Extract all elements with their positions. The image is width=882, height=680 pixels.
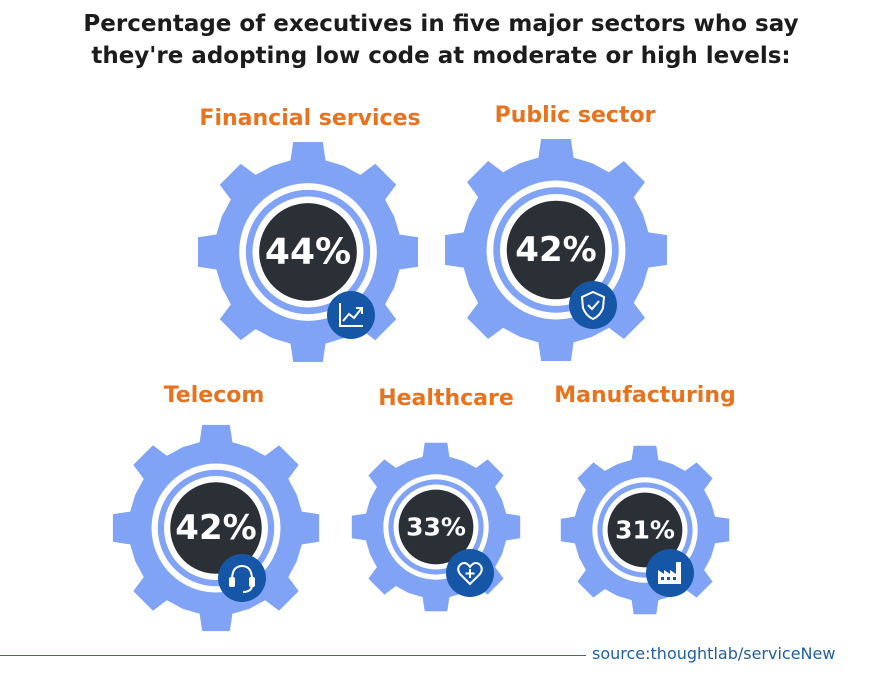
- sector-label-financial-services: Financial services: [199, 106, 421, 131]
- source-divider: [0, 655, 586, 656]
- chart-trend-icon: [327, 291, 375, 339]
- source-text: source:thoughtlab/serviceNew: [592, 644, 836, 663]
- factory-icon: [646, 549, 694, 597]
- value-label-healthcare: 33%: [406, 513, 466, 542]
- value-label-public-sector: 42%: [515, 230, 596, 270]
- value-label-financial-services: 44%: [265, 232, 351, 273]
- sector-label-telecom: Telecom: [163, 383, 265, 408]
- value-label-manufacturing: 31%: [615, 516, 675, 545]
- shield-check-icon: [569, 281, 617, 329]
- headset-icon: [218, 554, 266, 602]
- chart-title-line-2: they're adopting low code at moderate or…: [91, 43, 791, 69]
- gear-core: [398, 489, 474, 565]
- gear-core: [506, 200, 606, 300]
- gear-core: [607, 492, 683, 568]
- sector-label-public-sector: Public sector: [494, 103, 656, 128]
- chart-title: Percentage of executives in five major s…: [0, 8, 882, 72]
- gear-manufacturing: 31%: [560, 445, 730, 615]
- heart-plus-icon: [446, 549, 494, 597]
- gear-core: [170, 482, 262, 574]
- sector-label-manufacturing: Manufacturing: [554, 383, 736, 408]
- sector-label-healthcare: Healthcare: [378, 386, 514, 411]
- gear-healthcare: 33%: [351, 442, 521, 612]
- value-label-telecom: 42%: [175, 508, 256, 548]
- gear-financial-services: 44%: [198, 142, 418, 362]
- gear-telecom: 42%: [112, 424, 320, 632]
- gear-public-sector: 42%: [445, 139, 667, 361]
- chart-title-line-1: Percentage of executives in five major s…: [83, 11, 799, 37]
- gear-core: [259, 203, 357, 301]
